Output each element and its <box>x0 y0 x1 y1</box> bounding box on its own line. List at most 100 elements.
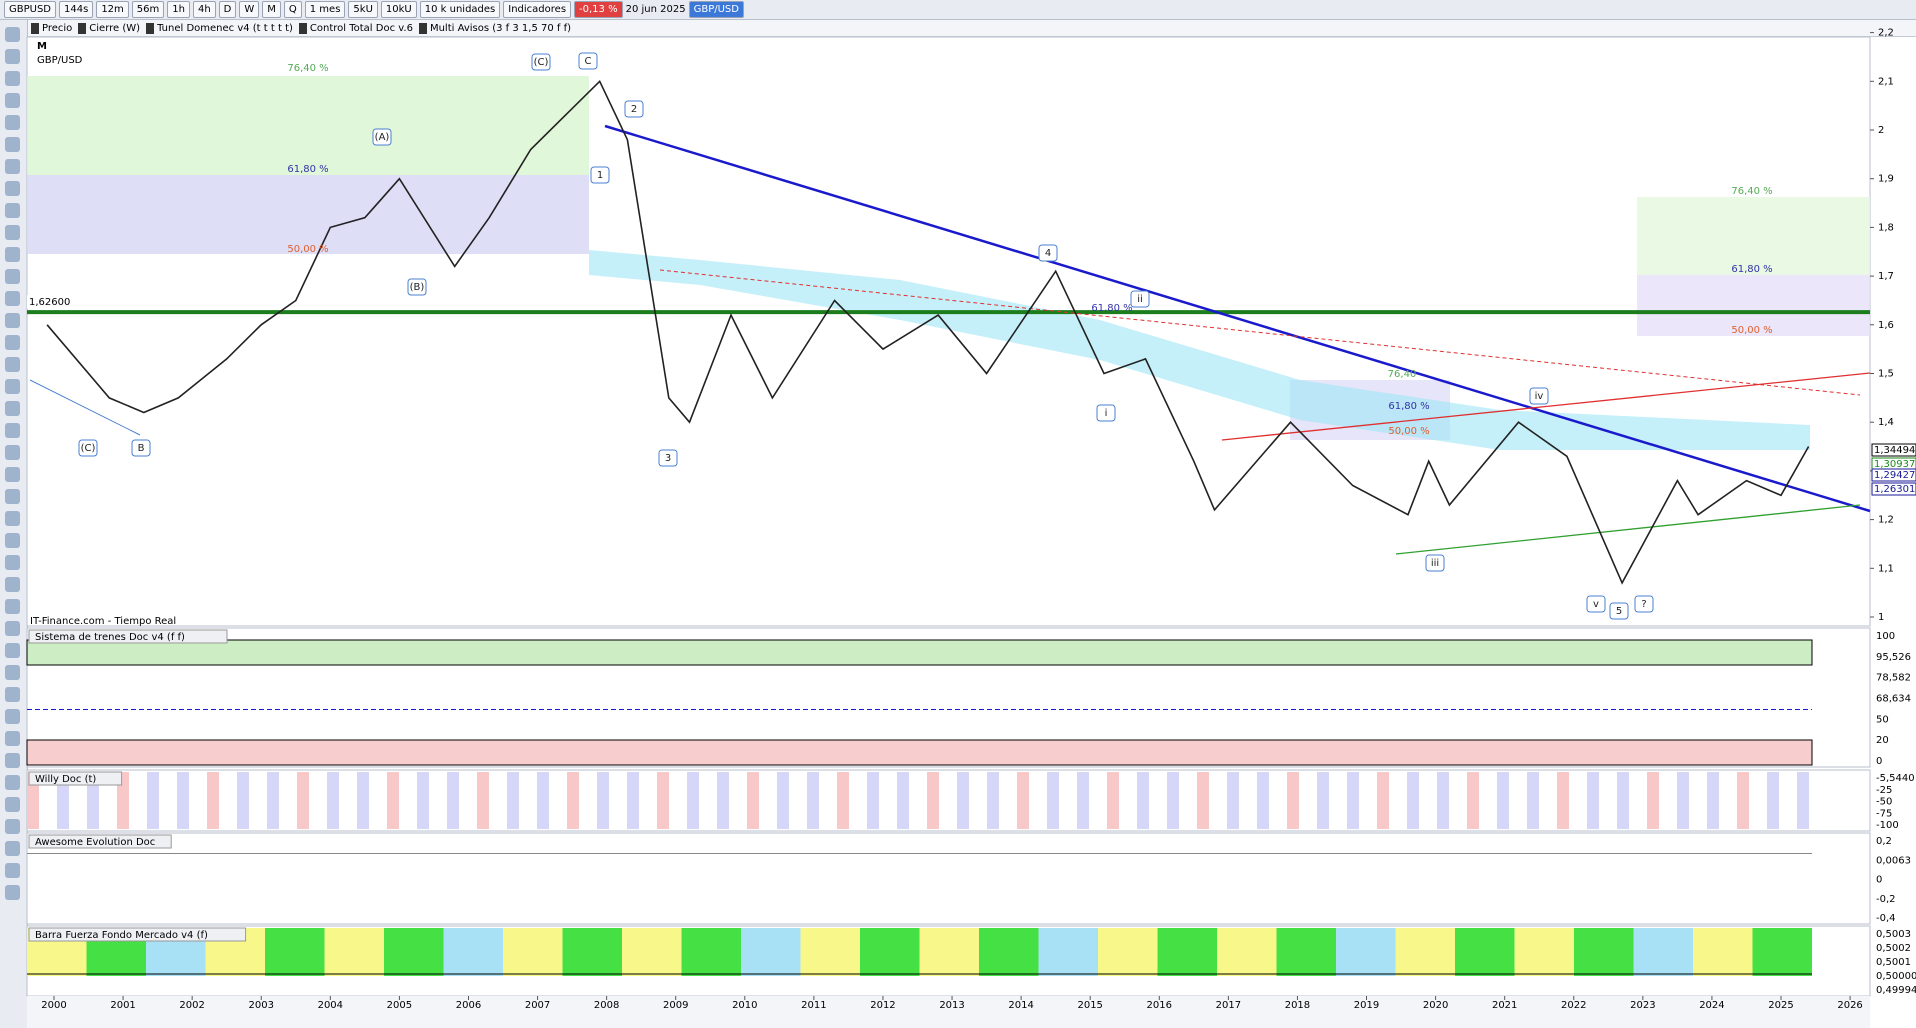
toolbar-button[interactable]: Indicadores <box>503 1 572 18</box>
panel-axis-label: 0,50000 <box>1876 971 1916 982</box>
toolbar-button[interactable]: GBPUSD <box>4 1 57 18</box>
tool-icon[interactable] <box>5 621 20 636</box>
tool-icon[interactable] <box>5 357 20 372</box>
year-label: 2025 <box>1768 1000 1793 1011</box>
tool-icon[interactable] <box>5 313 20 328</box>
tool-icon[interactable] <box>5 247 20 262</box>
stripe <box>1737 772 1749 829</box>
tool-icon[interactable] <box>5 423 20 438</box>
indicator-label[interactable]: Control Total Doc v.6 <box>298 22 413 34</box>
panel-bg <box>26 925 1871 997</box>
toolbar-button[interactable]: 56m <box>131 1 165 18</box>
fib-zone <box>1637 197 1870 275</box>
tool-icon[interactable] <box>5 599 20 614</box>
tool-icon[interactable] <box>5 577 20 592</box>
toolbar-button[interactable]: 144s <box>59 1 94 18</box>
stripe <box>860 928 920 976</box>
stripe <box>1098 928 1158 976</box>
tool-icon[interactable] <box>5 49 20 64</box>
stripe <box>687 772 699 829</box>
tool-icon[interactable] <box>5 775 20 790</box>
panel-title: Sistema de trenes Doc v4 (f f) <box>35 632 185 643</box>
panel-title-bg <box>28 629 228 644</box>
panel-title-bg <box>28 771 123 786</box>
wave-box <box>578 52 598 70</box>
tool-icon[interactable] <box>5 687 20 702</box>
tool-icon[interactable] <box>5 225 20 240</box>
tool-icon[interactable] <box>5 181 20 196</box>
toolbar: GBPUSD 144s 12m 56m 1h 4h D W M Q 1 mes 5kU 10kU 10 k… <box>0 0 1916 20</box>
tool-icon[interactable] <box>5 203 20 218</box>
symbol: GBP/USD <box>37 55 83 66</box>
indicator-label[interactable]: Tunel Domenec v4 (t t t t t) <box>146 22 293 34</box>
price-tag: 1,29427 <box>1874 470 1915 481</box>
tool-icon[interactable] <box>5 27 20 42</box>
fib-zone <box>27 175 589 254</box>
stripe <box>1693 928 1753 976</box>
indicator-label[interactable]: Multi Avisos (3 f 3 1,5 70 f f) <box>418 22 571 34</box>
indicator-label[interactable]: Cierre (W) <box>78 22 140 34</box>
tool-icon[interactable] <box>5 885 20 900</box>
toolbar-button[interactable]: W <box>239 1 260 18</box>
price-tick-label: 1,4 <box>1878 417 1894 428</box>
stripe <box>147 772 159 829</box>
trend-line <box>659 269 1861 396</box>
year-label: 2015 <box>1077 1000 1102 1011</box>
toolbar-button[interactable]: D <box>218 1 237 18</box>
stripe <box>1677 772 1689 829</box>
wave-label: (C) <box>534 57 549 68</box>
wave-box <box>131 439 151 457</box>
tool-icon[interactable] <box>5 753 20 768</box>
tool-icon[interactable] <box>5 731 20 746</box>
tool-icon[interactable] <box>5 709 20 724</box>
stripe <box>1336 928 1396 976</box>
tool-icon[interactable] <box>5 511 20 526</box>
year-label: 2013 <box>939 1000 964 1011</box>
stripe <box>800 928 860 976</box>
panel-title: Willy Doc (t) <box>35 774 96 785</box>
wave-label: 2 <box>631 104 637 115</box>
tool-icon[interactable] <box>5 533 20 548</box>
stripe <box>897 772 909 829</box>
tool-icon[interactable] <box>5 489 20 504</box>
stripe <box>57 772 69 829</box>
tool-icon[interactable] <box>5 401 20 416</box>
wave-box <box>1529 387 1549 405</box>
tool-icon[interactable] <box>5 71 20 86</box>
tool-icon[interactable] <box>5 137 20 152</box>
toolbar-button[interactable]: 5kU <box>348 1 378 18</box>
tool-icon[interactable] <box>5 665 20 680</box>
tool-icon[interactable] <box>5 819 20 834</box>
toolbar-button[interactable]: 12m <box>96 1 129 18</box>
stripe <box>1377 772 1389 829</box>
toolbar-button[interactable]: 10 k unidades <box>419 1 501 18</box>
toolbar-button[interactable]: M <box>262 1 281 18</box>
stripe <box>384 928 444 976</box>
wave-label: B <box>138 443 145 454</box>
tool-icon[interactable] <box>5 797 20 812</box>
toolbar-button[interactable]: Q <box>283 1 302 18</box>
tool-icon[interactable] <box>5 379 20 394</box>
tool-icon[interactable] <box>5 335 20 350</box>
toolbar-button[interactable]: 1h <box>167 1 190 18</box>
toolbar-button[interactable]: 1 mes <box>304 1 346 18</box>
tool-icon[interactable] <box>5 863 20 878</box>
toolbar-button[interactable]: 4h <box>192 1 216 18</box>
tool-icon[interactable] <box>5 555 20 570</box>
tool-icon[interactable] <box>5 291 20 306</box>
tool-icon[interactable] <box>5 115 20 130</box>
tool-icon[interactable] <box>5 643 20 658</box>
panel-bg <box>26 832 1871 925</box>
tool-icon[interactable] <box>5 841 20 856</box>
tool-icon[interactable] <box>5 269 20 284</box>
toolbar-button[interactable]: 10kU <box>380 1 417 18</box>
tool-icon[interactable] <box>5 445 20 460</box>
tool-icon[interactable] <box>5 467 20 482</box>
stripe <box>741 928 801 976</box>
indicator-label[interactable]: Precio <box>31 22 72 34</box>
stripe <box>1317 772 1329 829</box>
price-tick-label: 1,1 <box>1878 563 1894 574</box>
tool-icon[interactable] <box>5 159 20 174</box>
tool-icon[interactable] <box>5 93 20 108</box>
fib-label: 61,80 % <box>1091 303 1132 314</box>
